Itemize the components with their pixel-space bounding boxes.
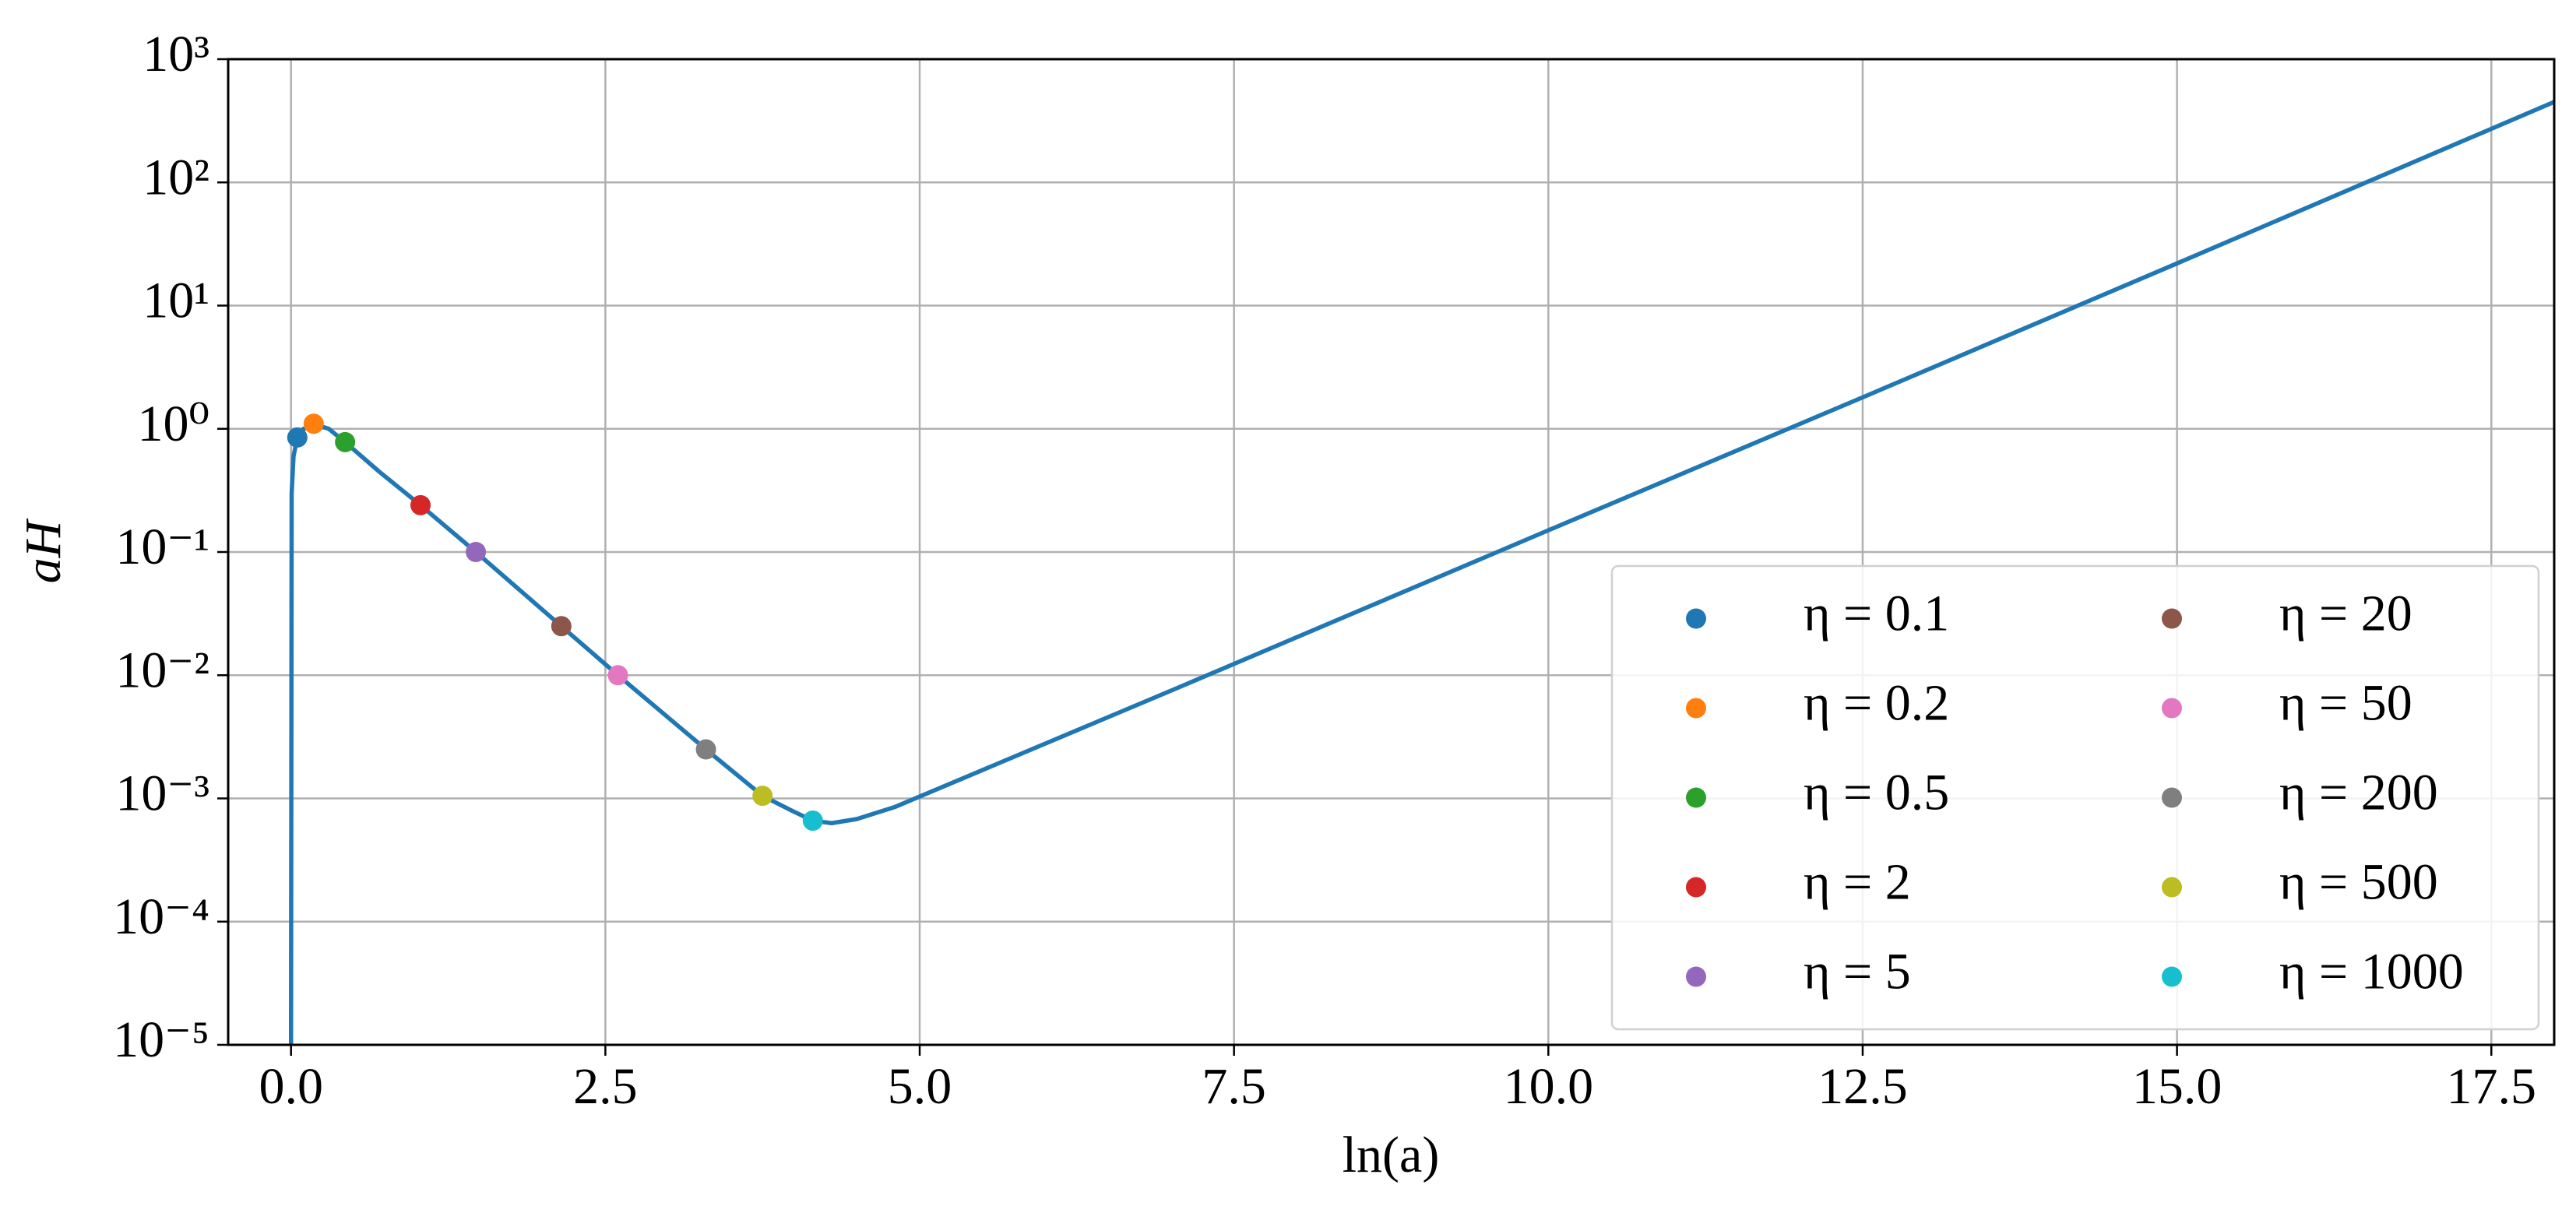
data-point <box>695 739 716 760</box>
legend-marker <box>1686 787 1706 808</box>
legend-label: η = 2 <box>1804 854 1911 911</box>
x-tick-label: 12.5 <box>1818 1058 1908 1115</box>
legend-marker <box>2162 608 2182 629</box>
y-tick-label: 10⁰ <box>138 396 209 452</box>
legend-label: η = 0.1 <box>1804 585 1949 642</box>
x-tick-label: 5.0 <box>888 1058 952 1115</box>
data-point <box>802 810 823 832</box>
y-tick-label: 10⁻¹ <box>115 519 209 575</box>
legend-label: η = 50 <box>2279 675 2412 732</box>
data-point <box>335 431 356 452</box>
legend-label: η = 20 <box>2279 585 2412 642</box>
y-tick-label: 10⁻⁵ <box>113 1011 209 1068</box>
data-point <box>607 665 628 686</box>
plot-area <box>287 100 2554 1045</box>
data-point <box>551 616 572 637</box>
legend-marker <box>2162 966 2182 987</box>
legend-label: η = 500 <box>2279 854 2438 911</box>
legend-label: η = 0.5 <box>1804 765 1949 821</box>
legend-marker <box>1686 877 1706 898</box>
x-tick-label: 2.5 <box>573 1058 638 1115</box>
x-tick-label: 10.0 <box>1504 1058 1594 1115</box>
legend-label: η = 0.2 <box>1804 675 1949 732</box>
y-tick-label: 10¹ <box>143 272 209 329</box>
x-tick-label: 17.5 <box>2447 1058 2537 1115</box>
legend: η = 0.1 η = 0.2 η = 0.5 η = 2 η = 5 η = 20 η =… <box>1610 564 2540 1031</box>
y-tick-label: 10⁻³ <box>115 765 209 822</box>
legend-marker <box>2162 698 2182 719</box>
plot-frame <box>227 58 2556 1046</box>
data-point <box>287 427 308 448</box>
x-tick-label: 7.5 <box>1202 1058 1266 1115</box>
data-point <box>752 786 773 807</box>
x-axis-label: ln(a) <box>1343 1127 1440 1183</box>
y-axis-label: aH <box>15 518 72 583</box>
data-point <box>466 542 487 562</box>
legend-marker <box>1686 698 1706 719</box>
legend-marker <box>1686 608 1706 629</box>
data-point <box>410 494 431 515</box>
legend-box <box>1610 564 2540 1031</box>
data-point <box>303 413 324 434</box>
legend-marker <box>2162 877 2182 898</box>
y-tick-label: 10⁻² <box>115 642 209 698</box>
y-tick-label: 10⁻⁴ <box>113 888 209 945</box>
x-tick-label: 15.0 <box>2132 1058 2222 1115</box>
legend-marker <box>1686 966 1706 987</box>
y-tick-label: 10² <box>143 149 209 206</box>
legend-marker <box>2162 787 2182 808</box>
x-tick-label: 0.0 <box>259 1058 323 1115</box>
legend-label: η = 1000 <box>2279 944 2464 1000</box>
legend-label: η = 200 <box>2279 765 2438 821</box>
y-tick-label: 10³ <box>143 26 209 83</box>
legend-label: η = 5 <box>1804 944 1911 1000</box>
